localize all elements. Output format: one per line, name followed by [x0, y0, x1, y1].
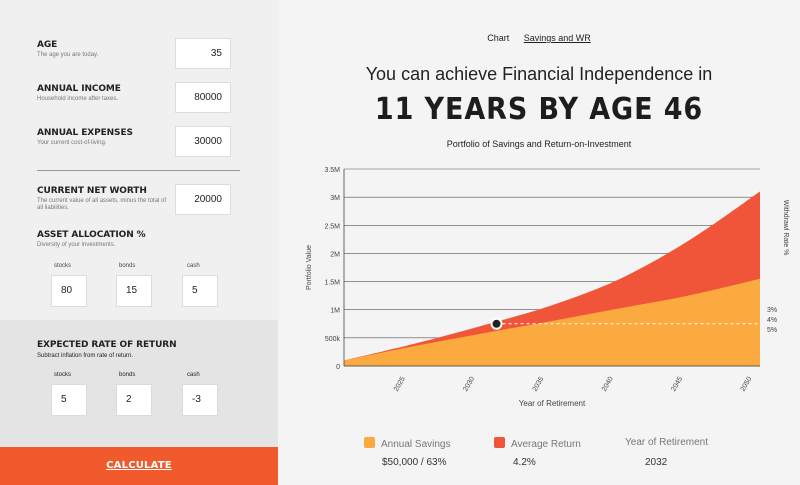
x-tick-label: 2040 — [601, 376, 615, 393]
income-desc: Household income after taxes. — [37, 96, 119, 102]
x-axis-label: Year of Retirement — [519, 399, 586, 408]
allocation-cash-input[interactable]: 5 — [182, 275, 218, 307]
calculator-form: AGE The age you are today. 35 ANNUAL INC… — [0, 0, 278, 485]
legend-savings-label: Annual Savings — [381, 439, 451, 450]
age-label: AGE — [37, 40, 58, 50]
y-tick-label: 1.5M — [324, 280, 340, 287]
return-stocks-input[interactable]: 5 — [51, 384, 87, 416]
legend-savings: Annual Savings — [364, 437, 451, 450]
legend: Annual Savings $50,000 / 63% Average Ret… — [278, 436, 800, 476]
age-input[interactable]: 35 — [175, 38, 231, 69]
allocation-desc: Diversity of your investments. — [37, 242, 116, 248]
divider — [37, 170, 240, 171]
chart-title: Portfolio of Savings and Return-on-Inves… — [446, 139, 632, 149]
y-axis-label: Portfolio Value — [306, 245, 313, 290]
area-annual-savings — [344, 278, 760, 366]
return-bonds-input[interactable]: 2 — [116, 384, 152, 416]
result-years: 11 YEARS BY AGE 46 — [374, 92, 704, 127]
withdrawal-rate-label: 4% — [767, 317, 777, 324]
headline: You can achieve Financial Independence i… — [365, 64, 713, 84]
income-label: ANNUAL INCOME — [37, 84, 121, 94]
y-tick-label: 3.5M — [324, 167, 340, 174]
y-tick-label: 1M — [330, 308, 340, 315]
age-desc: The age you are today. — [37, 52, 99, 58]
expenses-field-label: ANNUAL EXPENSES Your current cost-of-liv… — [37, 128, 133, 147]
x-tick-label: 2035 — [532, 376, 546, 393]
return-desc: Subtract inflation from rate of return. — [37, 353, 134, 359]
legend-savings-value: $50,000 / 63% — [382, 457, 447, 468]
legend-return-label: Average Return — [511, 439, 581, 450]
y-tick-label: 3M — [330, 195, 340, 202]
x-tick-label: 2030 — [462, 376, 476, 393]
legend-retirement-label: Year of Retirement — [625, 437, 709, 448]
y-tick-label: 2.5M — [324, 223, 340, 230]
y-tick-label: 500k — [325, 336, 341, 343]
expenses-input[interactable]: 30000 — [175, 126, 231, 157]
retirement-marker — [490, 317, 503, 330]
tab-bar: Chart Savings and WR — [278, 33, 800, 43]
age-field-label: AGE The age you are today. — [37, 40, 98, 59]
return-label: EXPECTED RATE OF RETURN — [37, 340, 177, 350]
withdrawal-rate-label: 3% — [767, 307, 777, 314]
withdrawal-rate-label: 5% — [767, 327, 777, 334]
income-field-label: ANNUAL INCOME Household income after tax… — [37, 84, 121, 103]
networth-field-label: CURRENT NET WORTH The current value of a… — [37, 186, 167, 212]
tab-savings-and-wr[interactable]: Savings and WR — [523, 33, 591, 43]
return-field-label: EXPECTED RATE OF RETURN Subtract inflati… — [37, 340, 177, 359]
return-bonds-label: bonds — [119, 372, 136, 378]
return-cash-input[interactable]: -3 — [182, 384, 218, 416]
results-panel: Chart Savings and WR You can achieve Fin… — [278, 0, 800, 485]
return-cash-label: cash — [187, 372, 200, 378]
allocation-stocks-label: stocks — [54, 263, 72, 269]
expenses-label: ANNUAL EXPENSES — [37, 128, 133, 138]
networth-input[interactable]: 20000 — [175, 184, 231, 215]
x-tick-label: 2045 — [670, 376, 684, 393]
income-input[interactable]: 80000 — [175, 82, 231, 113]
calculate-button[interactable]: CALCULATE — [0, 447, 278, 485]
allocation-bonds-label: bonds — [119, 263, 136, 269]
allocation-cash-label: cash — [187, 263, 200, 269]
networth-label: CURRENT NET WORTH — [37, 186, 147, 196]
return-stocks-label: stocks — [54, 372, 72, 378]
legend-retirement-value: 2032 — [645, 457, 668, 468]
y2-axis-label: Withdrawl Rate % — [782, 200, 789, 256]
networth-desc: The current value of all assets, minus t… — [37, 198, 167, 211]
allocation-label: ASSET ALLOCATION % — [37, 230, 146, 240]
portfolio-chart: 0 500k 1M 1.5M 2M 2.5M 3M 3.5M 2025 2030 2035 2040 2… — [306, 167, 789, 408]
legend-return-value: 4.2% — [513, 457, 536, 468]
x-tick-label: 2025 — [393, 376, 407, 393]
allocation-field-label: ASSET ALLOCATION % Diversity of your inv… — [37, 230, 146, 249]
x-tick-label: 2050 — [740, 376, 754, 393]
legend-retirement: Year of Retirement — [625, 437, 708, 448]
allocation-bonds-input[interactable]: 15 — [116, 275, 152, 307]
expenses-desc: Your current cost-of-living. — [37, 140, 107, 146]
savings-swatch-icon — [364, 437, 375, 448]
y-tick-label: 2M — [330, 251, 340, 258]
legend-return: Average Return — [494, 437, 581, 450]
return-swatch-icon — [494, 437, 505, 448]
tab-chart[interactable]: Chart — [487, 33, 510, 43]
y-tick-label: 0 — [336, 364, 340, 371]
return-section — [0, 320, 278, 447]
allocation-stocks-input[interactable]: 80 — [51, 275, 87, 307]
